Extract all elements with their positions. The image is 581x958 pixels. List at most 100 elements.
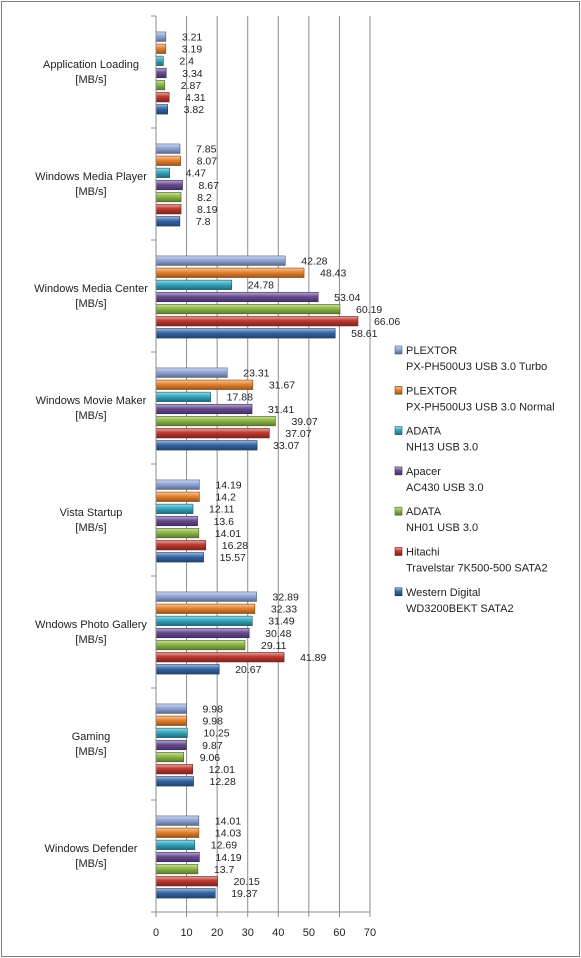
legend-label: ADATA <box>406 506 442 518</box>
bar <box>155 80 166 91</box>
bar <box>155 715 187 726</box>
data-label: 12.01 <box>209 764 235 776</box>
bar <box>155 204 182 215</box>
x-tick-label: 0 <box>153 927 159 939</box>
bar <box>155 640 246 651</box>
category-label: Wndows Photo Gallery <box>35 619 147 631</box>
data-label: 13.7 <box>214 864 235 876</box>
data-label: 58.61 <box>351 328 377 340</box>
bar <box>155 876 218 887</box>
data-label: 7.85 <box>196 143 217 155</box>
data-label: 12.28 <box>210 776 236 788</box>
bar <box>155 627 250 639</box>
bar <box>155 603 256 614</box>
category-label: Application Loading <box>43 59 139 71</box>
legend-label: PLEXTOR <box>406 345 457 357</box>
data-label: 7.8 <box>196 216 211 228</box>
bar <box>155 279 233 290</box>
data-label: 8.07 <box>197 156 218 168</box>
data-label: 2.4 <box>179 56 194 68</box>
bar <box>155 864 199 875</box>
category-label: Gaming <box>72 731 111 743</box>
bar <box>155 815 200 826</box>
data-label: 14.2 <box>215 492 236 504</box>
bar <box>155 104 168 115</box>
data-label: 32.33 <box>271 604 297 616</box>
bar <box>155 776 194 787</box>
data-label: 3.34 <box>182 68 203 80</box>
data-label: 41.89 <box>300 652 326 664</box>
category-labels: Application Loading [MB/s] Windows Media P… <box>34 59 148 870</box>
legend-label-detail: AC430 USB 3.0 <box>406 482 484 494</box>
bar <box>155 55 164 66</box>
category-label: Vista Startup <box>60 507 123 519</box>
data-label: 14.01 <box>215 528 241 540</box>
category-unit-label: [MB/s] <box>75 74 106 86</box>
bar <box>155 267 305 278</box>
category-label: Windows Media Center <box>34 283 148 295</box>
data-label: 42.28 <box>301 255 327 267</box>
legend-label-detail: NH01 USB 3.0 <box>406 522 478 534</box>
bar <box>155 143 181 154</box>
category-unit-label: [MB/s] <box>75 858 106 870</box>
data-label: 37.07 <box>285 428 311 440</box>
data-label: 8.2 <box>197 192 212 204</box>
bar <box>155 255 286 266</box>
bar <box>155 155 181 166</box>
bar <box>155 167 170 178</box>
bar <box>155 440 258 451</box>
bar <box>155 540 207 551</box>
bar <box>155 92 170 103</box>
category-unit-label: [MB/s] <box>75 298 106 310</box>
legend-swatch <box>394 345 403 355</box>
bar <box>155 304 341 315</box>
data-label: 9.98 <box>203 703 224 715</box>
data-label: 14.19 <box>215 479 241 491</box>
data-label: 3.82 <box>184 104 205 116</box>
x-tick-label: 30 <box>242 927 254 939</box>
bar <box>155 739 187 751</box>
data-label: 14.01 <box>215 815 241 827</box>
data-label: 8.19 <box>197 204 218 216</box>
category-label: Windows Movie Maker <box>36 395 147 407</box>
x-tick-label: 40 <box>272 927 284 939</box>
category-unit-label: [MB/s] <box>75 522 106 534</box>
data-label: 9.06 <box>200 752 221 764</box>
legend-swatch <box>394 506 403 516</box>
data-label: 53.04 <box>334 292 360 304</box>
data-label: 17.88 <box>227 392 253 404</box>
data-label: 4.47 <box>186 168 207 180</box>
x-tick-label: 20 <box>211 927 223 939</box>
category-unit-label: [MB/s] <box>75 186 106 198</box>
bar <box>155 888 216 899</box>
data-label: 60.19 <box>356 304 382 316</box>
data-label: 29.11 <box>261 640 287 652</box>
data-label: 13.6 <box>214 516 235 528</box>
bar <box>155 851 200 863</box>
bar <box>155 316 359 327</box>
legend-label-detail: PX-PH500U3 USB 3.0 Turbo <box>406 361 547 373</box>
legend-label-detail: WD3200BEKT SATA2 <box>406 603 514 615</box>
data-label: 9.87 <box>202 740 223 752</box>
bar <box>155 403 253 415</box>
bar <box>155 491 200 502</box>
bar <box>155 67 167 79</box>
data-label: 24.78 <box>248 280 274 292</box>
legend: PLEXTOR PX-PH500U3 USB 3.0 Turbo PLEXTOR PX… <box>394 345 555 615</box>
legend-label-detail: Travelstar 7K500-500 SATA2 <box>406 563 548 575</box>
bar <box>155 43 167 54</box>
bar <box>155 416 276 427</box>
legend-label: Hitachi <box>406 547 440 559</box>
data-label: 66.06 <box>374 316 400 328</box>
axes: 0 10 20 30 40 50 60 70 <box>151 15 376 939</box>
data-label: 48.43 <box>320 268 346 280</box>
bar <box>155 652 285 663</box>
legend-swatch <box>394 385 403 395</box>
category-unit-label: [MB/s] <box>75 634 106 646</box>
bar <box>155 503 194 514</box>
data-label: 32.89 <box>273 591 299 603</box>
bar <box>155 291 319 303</box>
legend-label-detail: NH13 USB 3.0 <box>406 442 478 454</box>
